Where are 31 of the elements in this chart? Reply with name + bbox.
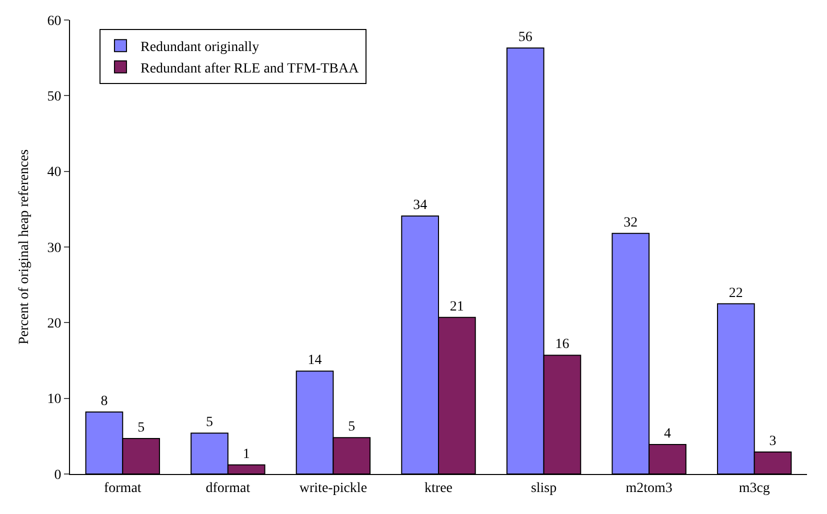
y-tick-label: 60 bbox=[47, 14, 62, 29]
data-label: 34 bbox=[413, 198, 428, 213]
x-tick-label: format bbox=[104, 480, 142, 496]
x-tick-label: ktree bbox=[424, 480, 452, 496]
data-label: 3 bbox=[769, 434, 776, 450]
y-tick-label: 30 bbox=[47, 240, 62, 256]
data-label: 16 bbox=[555, 337, 570, 352]
data-label: 4 bbox=[664, 426, 671, 442]
data-label: 8 bbox=[100, 394, 108, 409]
data-label: 5 bbox=[206, 415, 214, 430]
data-label: 56 bbox=[518, 30, 532, 45]
y-tick-label: 50 bbox=[47, 90, 62, 105]
x-tick-label: m2tom3 bbox=[626, 480, 672, 496]
y-tick-label: 0 bbox=[54, 468, 62, 483]
x-tick-label: write-pickle bbox=[299, 480, 368, 496]
y-tick-label: 40 bbox=[47, 165, 62, 180]
legend-label: Redundant after RLE and TFM-TBAA bbox=[140, 61, 360, 76]
data-label: 32 bbox=[624, 215, 638, 230]
y-tick-label: 10 bbox=[47, 392, 62, 408]
y-axis-title: Percent of original heap references bbox=[16, 149, 32, 345]
data-label: 5 bbox=[138, 420, 145, 436]
data-label: 22 bbox=[728, 286, 743, 301]
y-tick-label: 20 bbox=[47, 316, 62, 332]
legend-label: Redundant originally bbox=[140, 40, 260, 56]
x-tick-label: slisp bbox=[530, 480, 557, 496]
data-label: 21 bbox=[450, 299, 464, 314]
x-tick-label: dformat bbox=[206, 480, 250, 496]
data-label: 1 bbox=[242, 446, 250, 462]
x-tick-label: m3cg bbox=[738, 480, 770, 496]
data-label: 14 bbox=[308, 353, 322, 368]
data-label: 5 bbox=[348, 420, 356, 435]
